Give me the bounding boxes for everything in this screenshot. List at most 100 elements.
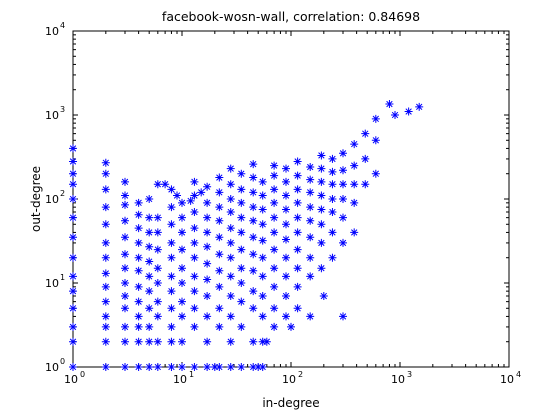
data-point bbox=[145, 213, 154, 222]
data-point bbox=[339, 312, 348, 321]
data-point bbox=[190, 363, 199, 371]
data-point bbox=[306, 233, 315, 242]
data-point bbox=[203, 228, 212, 237]
data-point bbox=[306, 272, 315, 281]
data-point bbox=[69, 157, 77, 166]
data-point bbox=[121, 304, 130, 313]
data-point bbox=[101, 363, 110, 371]
data-point bbox=[339, 149, 348, 158]
data-point bbox=[226, 195, 235, 203]
y-tick-exponent: 1 bbox=[60, 273, 65, 282]
chart-title: facebook-wosn-wall, correlation: 0.84698 bbox=[162, 9, 420, 24]
data-point bbox=[145, 304, 154, 313]
data-point bbox=[153, 245, 162, 254]
data-point bbox=[317, 151, 326, 160]
data-point bbox=[282, 235, 291, 244]
data-point bbox=[145, 195, 154, 203]
data-point bbox=[226, 272, 235, 281]
tick-labels: 10 0 10 1 10 2 10 3 10 410 010 110 210 310 4 bbox=[45, 21, 521, 386]
x-tick-label: 10 bbox=[500, 373, 514, 386]
data-point bbox=[121, 191, 130, 200]
data-point bbox=[134, 224, 143, 233]
data-point bbox=[190, 304, 199, 313]
data-point bbox=[145, 287, 154, 296]
data-point bbox=[167, 238, 176, 247]
data-point bbox=[121, 322, 130, 331]
y-axis-label: out-degree bbox=[29, 166, 43, 232]
data-point bbox=[173, 191, 182, 200]
data-point bbox=[121, 279, 130, 287]
y-tick-label: 10 bbox=[45, 277, 59, 290]
data-point bbox=[317, 238, 326, 247]
data-point bbox=[215, 188, 224, 197]
data-point bbox=[190, 253, 199, 262]
data-point bbox=[69, 144, 77, 153]
data-point bbox=[361, 129, 370, 138]
data-point bbox=[69, 272, 77, 281]
data-point bbox=[134, 266, 143, 275]
data-point bbox=[350, 161, 359, 170]
data-point bbox=[282, 191, 291, 200]
data-point bbox=[203, 312, 212, 321]
data-point bbox=[350, 180, 359, 189]
data-point bbox=[361, 154, 370, 163]
data-point bbox=[167, 304, 176, 313]
data-point bbox=[69, 253, 77, 262]
data-point bbox=[350, 228, 359, 237]
data-point bbox=[153, 213, 162, 222]
data-point bbox=[226, 363, 235, 371]
data-point bbox=[339, 180, 348, 189]
data-point bbox=[101, 337, 110, 346]
data-point bbox=[270, 198, 279, 207]
data-point bbox=[190, 177, 199, 186]
data-point bbox=[361, 180, 370, 189]
data-point bbox=[186, 196, 195, 205]
data-point bbox=[153, 228, 162, 237]
data-point bbox=[226, 224, 235, 233]
data-point bbox=[167, 287, 176, 296]
data-point bbox=[101, 297, 110, 306]
x-tick-exponent: 3 bbox=[407, 370, 412, 379]
data-point bbox=[203, 363, 212, 371]
data-point bbox=[190, 287, 199, 296]
data-point bbox=[153, 297, 162, 306]
data-point bbox=[249, 363, 258, 371]
data-point bbox=[270, 322, 279, 331]
data-point bbox=[339, 238, 348, 247]
data-point bbox=[153, 264, 162, 273]
data-point bbox=[249, 304, 258, 313]
x-tick-label: 10 bbox=[391, 373, 405, 386]
data-point bbox=[339, 213, 348, 222]
data-point bbox=[167, 220, 176, 229]
data-point bbox=[237, 363, 246, 371]
data-point bbox=[101, 322, 110, 331]
data-point bbox=[287, 322, 295, 331]
data-point bbox=[101, 220, 110, 229]
data-point bbox=[134, 322, 143, 331]
data-point bbox=[69, 322, 77, 331]
data-point bbox=[121, 337, 130, 346]
data-point bbox=[226, 180, 235, 189]
data-point bbox=[306, 312, 315, 321]
data-point bbox=[249, 160, 258, 169]
data-point bbox=[237, 279, 246, 287]
data-point bbox=[101, 282, 110, 291]
data-point bbox=[178, 363, 186, 371]
data-point bbox=[190, 238, 199, 247]
data-point bbox=[145, 228, 154, 237]
data-point bbox=[101, 253, 110, 262]
data-point bbox=[328, 195, 337, 203]
data-point bbox=[69, 233, 77, 242]
data-point bbox=[121, 292, 130, 301]
data-point bbox=[282, 253, 291, 262]
data-point bbox=[404, 107, 413, 116]
data-point bbox=[134, 238, 143, 247]
data-point bbox=[210, 363, 219, 371]
data-point bbox=[178, 198, 186, 207]
data-point bbox=[262, 337, 271, 346]
data-point bbox=[350, 140, 359, 149]
data-point bbox=[317, 177, 326, 186]
data-point bbox=[167, 363, 176, 371]
data-point bbox=[258, 191, 267, 200]
data-point bbox=[328, 154, 337, 163]
